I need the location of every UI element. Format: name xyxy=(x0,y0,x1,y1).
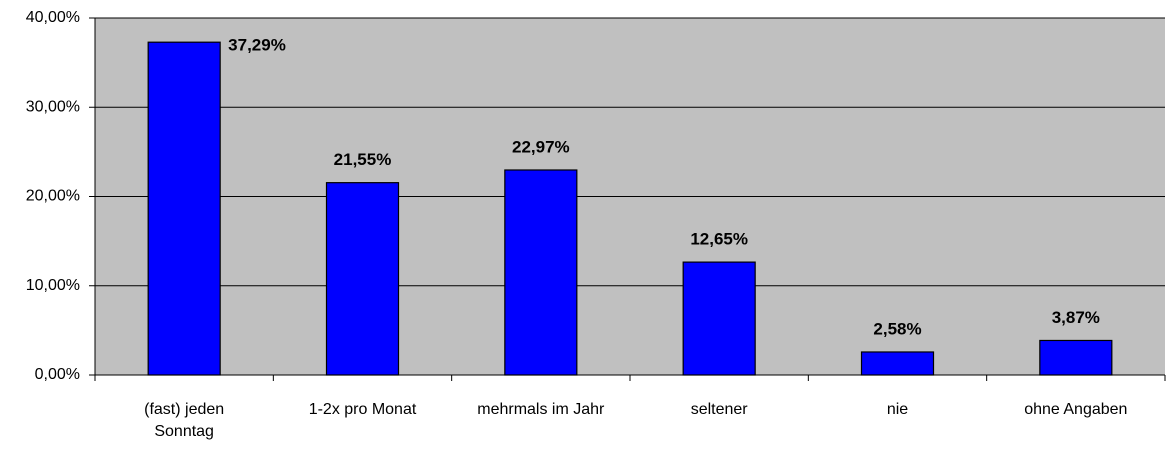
y-tick-label: 0,00% xyxy=(35,366,80,383)
bar xyxy=(504,169,578,376)
bar xyxy=(682,261,756,376)
value-label: 37,29% xyxy=(228,36,286,55)
bar xyxy=(325,182,400,376)
bar xyxy=(147,41,221,376)
x-tick-label: seltener xyxy=(690,401,748,418)
y-tick-label: 30,00% xyxy=(26,98,80,115)
y-tick-label: 40,00% xyxy=(26,9,80,26)
x-tick-label: ohne Angaben xyxy=(1024,401,1128,418)
x-tick-label: mehrmals im Jahr xyxy=(477,401,605,418)
value-label: 3,87% xyxy=(1052,308,1100,327)
value-label: 12,65% xyxy=(690,230,748,249)
y-tick-label: 10,00% xyxy=(26,277,80,294)
x-tick-label: 1-2x pro Monat xyxy=(308,401,417,418)
bar xyxy=(860,351,935,376)
x-tick-label: (fast) jeden Sonntag xyxy=(144,401,225,440)
value-label: 22,97% xyxy=(512,137,570,156)
value-label: 21,55% xyxy=(334,150,392,169)
x-tick-label: nie xyxy=(886,401,909,418)
bar xyxy=(1039,339,1113,376)
y-tick-label: 20,00% xyxy=(26,188,80,205)
value-label: 2,58% xyxy=(873,319,921,338)
